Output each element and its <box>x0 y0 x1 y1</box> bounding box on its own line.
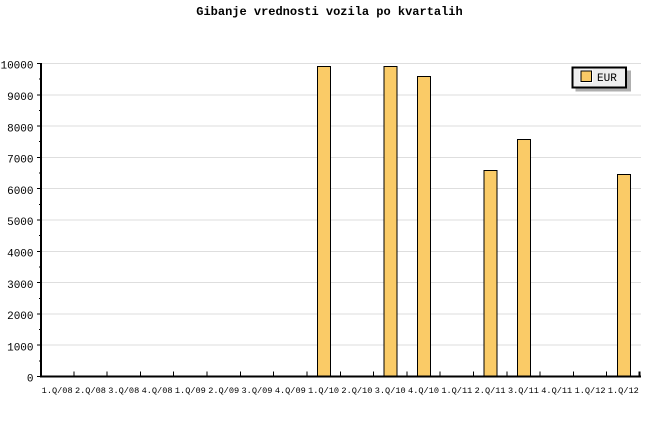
svg-text:Gibanje vrednosti vozila po kv: Gibanje vrednosti vozila po kvartalih <box>196 5 462 19</box>
svg-text:10000: 10000 <box>0 61 33 73</box>
svg-text:7000: 7000 <box>7 155 33 167</box>
svg-text:9000: 9000 <box>7 92 33 104</box>
svg-text:1.Q/11: 1.Q/11 <box>441 386 472 396</box>
svg-text:4.Q/11: 4.Q/11 <box>541 386 572 396</box>
svg-text:1.Q/10: 1.Q/10 <box>308 386 339 396</box>
svg-text:1.Q/08: 1.Q/08 <box>42 386 73 396</box>
svg-text:2000: 2000 <box>7 311 33 323</box>
svg-text:0: 0 <box>27 374 34 386</box>
svg-text:6000: 6000 <box>7 186 33 198</box>
svg-text:2.Q/09: 2.Q/09 <box>208 386 239 396</box>
svg-text:EUR: EUR <box>597 73 617 85</box>
svg-text:1000: 1000 <box>7 342 33 354</box>
svg-text:5000: 5000 <box>7 217 33 229</box>
svg-text:1.Q/12: 1.Q/12 <box>575 386 606 396</box>
svg-text:4.Q/10: 4.Q/10 <box>408 386 439 396</box>
svg-text:8000: 8000 <box>7 123 33 135</box>
svg-text:2.Q/10: 2.Q/10 <box>341 386 372 396</box>
svg-text:3.Q/11: 3.Q/11 <box>508 386 539 396</box>
svg-text:3.Q/09: 3.Q/09 <box>242 386 273 396</box>
svg-text:1.Q/09: 1.Q/09 <box>175 386 206 396</box>
svg-text:1.Q/12: 1.Q/12 <box>608 386 639 396</box>
svg-text:2.Q/08: 2.Q/08 <box>75 386 106 396</box>
svg-text:4000: 4000 <box>7 249 33 261</box>
svg-text:3.Q/10: 3.Q/10 <box>375 386 406 396</box>
svg-text:4.Q/09: 4.Q/09 <box>275 386 306 396</box>
svg-text:3000: 3000 <box>7 280 33 292</box>
svg-text:3.Q/08: 3.Q/08 <box>108 386 139 396</box>
svg-text:2.Q/11: 2.Q/11 <box>475 386 506 396</box>
svg-text:4.Q/08: 4.Q/08 <box>142 386 173 396</box>
